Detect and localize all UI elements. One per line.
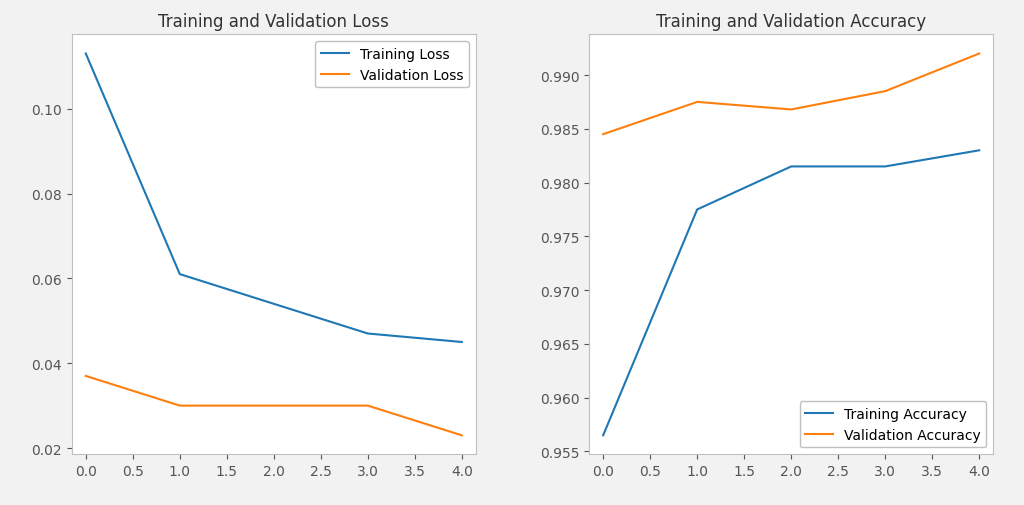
Line: Validation Loss: Validation Loss <box>86 376 462 435</box>
Validation Loss <box>361 403 374 409</box>
Training Accuracy <box>973 148 985 154</box>
Training Accuracy <box>785 164 798 170</box>
Training Loss <box>361 331 374 337</box>
Validation Accuracy <box>597 132 609 138</box>
Validation Loss <box>174 403 186 409</box>
Line: Training Accuracy: Training Accuracy <box>603 151 979 435</box>
Training Loss <box>456 339 468 345</box>
Training Loss <box>267 301 280 307</box>
Line: Training Loss: Training Loss <box>86 55 462 342</box>
Title: Training and Validation Loss: Training and Validation Loss <box>159 13 389 31</box>
Validation Accuracy <box>691 99 703 106</box>
Training Loss <box>174 272 186 278</box>
Title: Training and Validation Accuracy: Training and Validation Accuracy <box>656 13 927 31</box>
Training Accuracy <box>597 432 609 438</box>
Line: Validation Accuracy: Validation Accuracy <box>603 55 979 135</box>
Legend: Training Accuracy, Validation Accuracy: Training Accuracy, Validation Accuracy <box>800 401 986 447</box>
Validation Loss <box>456 432 468 438</box>
Training Loss <box>80 52 92 58</box>
Legend: Training Loss, Validation Loss: Training Loss, Validation Loss <box>315 42 469 88</box>
Validation Accuracy <box>879 89 891 95</box>
Training Accuracy <box>691 207 703 213</box>
Validation Accuracy <box>785 107 798 113</box>
Validation Accuracy <box>973 52 985 58</box>
Validation Loss <box>267 403 280 409</box>
Validation Loss <box>80 373 92 379</box>
Training Accuracy <box>879 164 891 170</box>
